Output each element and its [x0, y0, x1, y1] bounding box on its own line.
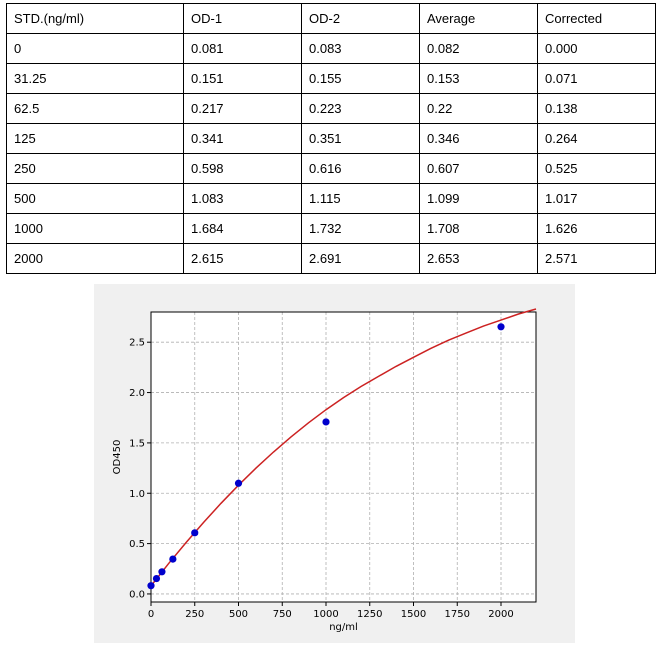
- table-row: 31.25 0.151 0.155 0.153 0.071: [6, 63, 656, 94]
- table-cell: 1.684: [183, 213, 302, 244]
- table-row: 500 1.083 1.115 1.099 1.017: [6, 183, 656, 214]
- table-cell: 2.615: [183, 243, 302, 274]
- table-row: 62.5 0.217 0.223 0.22 0.138: [6, 93, 656, 124]
- table-header-cell: Average: [419, 3, 538, 34]
- table-cell: 0.138: [537, 93, 656, 124]
- table-cell: 125: [6, 123, 184, 154]
- table-cell: 0.223: [301, 93, 420, 124]
- chart-svg: 0 250 500 750 1000 1250 1500 1750 2000 0.0 0.5 1.0 1…: [112, 308, 537, 633]
- table-cell: 1.626: [537, 213, 656, 244]
- table-cell: 31.25: [6, 63, 184, 94]
- plot-area: [151, 312, 536, 602]
- y-tick-label: 1.0: [129, 489, 145, 500]
- table-cell: 62.5: [6, 93, 184, 124]
- x-axis-title: ng/ml: [329, 622, 358, 633]
- fit-curve-line: [150, 308, 537, 587]
- table-cell: 0.22: [419, 93, 538, 124]
- table-cell: 0.082: [419, 33, 538, 64]
- table-cell: 250: [6, 153, 184, 184]
- table-row: 250 0.598 0.616 0.607 0.525: [6, 153, 656, 184]
- table-header-cell: OD-1: [183, 3, 302, 34]
- table-cell: 0.217: [183, 93, 302, 124]
- table-cell: 0.616: [301, 153, 420, 184]
- table-cell: 2.571: [537, 243, 656, 274]
- table-cell: 2.653: [419, 243, 538, 274]
- table-row: 2000 2.615 2.691 2.653 2.571: [6, 243, 656, 274]
- y-axis-title: OD450: [112, 440, 123, 475]
- table-cell: 1.083: [183, 183, 302, 214]
- table-cell: 500: [6, 183, 184, 214]
- data-point: [191, 529, 199, 537]
- table-cell: 0.151: [183, 63, 302, 94]
- x-tick-label: 750: [273, 609, 292, 620]
- x-tick-label: 0: [148, 609, 154, 620]
- table-cell: 1.099: [419, 183, 538, 214]
- table-cell: 2.691: [301, 243, 420, 274]
- data-point: [158, 568, 166, 576]
- table-header-cell: OD-2: [301, 3, 420, 34]
- table-header-cell: STD.(ng/ml): [6, 3, 184, 34]
- table-cell: 1.017: [537, 183, 656, 214]
- table-row: 125 0.341 0.351 0.346 0.264: [6, 123, 656, 154]
- table-cell: 0.351: [301, 123, 420, 154]
- table-cell: 2000: [6, 243, 184, 274]
- data-point: [234, 479, 243, 487]
- table-cell: 0.525: [537, 153, 656, 184]
- plot-frame: [150, 311, 537, 603]
- x-tick-label: 2000: [488, 609, 513, 620]
- data-point: [322, 418, 330, 426]
- table-cell: 1000: [6, 213, 184, 244]
- table-cell: 0.000: [537, 33, 656, 64]
- standard-curve-table: STD.(ng/ml) OD-1 OD-2 Average Corrected 0 0.08…: [6, 3, 656, 274]
- table-cell: 0: [6, 33, 184, 64]
- table-cell: 0.153: [419, 63, 538, 94]
- x-tick-label: 500: [229, 609, 248, 620]
- x-tick-label: 1500: [401, 609, 426, 620]
- x-tick-label: 1250: [357, 609, 382, 620]
- table-row: 0 0.081 0.083 0.082 0.000: [6, 33, 656, 64]
- table-cell: 1.115: [301, 183, 420, 214]
- y-tick-label: 2.0: [129, 388, 145, 399]
- data-point: [147, 582, 155, 590]
- table-cell: 0.083: [301, 33, 420, 64]
- table-cell: 1.732: [301, 213, 420, 244]
- table-cell: 0.607: [419, 153, 538, 184]
- table-cell: 0.071: [537, 63, 656, 94]
- table-header-cell: Corrected: [537, 3, 656, 34]
- table-cell: 0.155: [301, 63, 420, 94]
- x-tick-label: 1000: [313, 609, 338, 620]
- y-tick-label: 1.5: [129, 438, 145, 449]
- data-point: [152, 574, 161, 583]
- table-cell: 0.081: [183, 33, 302, 64]
- y-tick-label: 2.5: [129, 338, 145, 349]
- table-cell: 0.264: [537, 123, 656, 154]
- data-point: [497, 323, 505, 331]
- y-tick-label: 0.5: [129, 539, 145, 550]
- table-cell: 1.708: [419, 213, 538, 244]
- table-cell: 0.598: [183, 153, 302, 184]
- y-tick-label: 0.0: [129, 589, 145, 600]
- x-tick-label: 250: [185, 609, 204, 620]
- data-point: [169, 555, 177, 563]
- table-row: 1000 1.684 1.732 1.708 1.626: [6, 213, 656, 244]
- table-header-row: STD.(ng/ml) OD-1 OD-2 Average Corrected: [6, 3, 656, 34]
- x-tick-label: 1750: [445, 609, 470, 620]
- standard-curve-chart: 0 250 500 750 1000 1250 1500 1750 2000 0.0 0.5 1.0 1…: [94, 284, 575, 643]
- table-cell: 0.341: [183, 123, 302, 154]
- table-cell: 0.346: [419, 123, 538, 154]
